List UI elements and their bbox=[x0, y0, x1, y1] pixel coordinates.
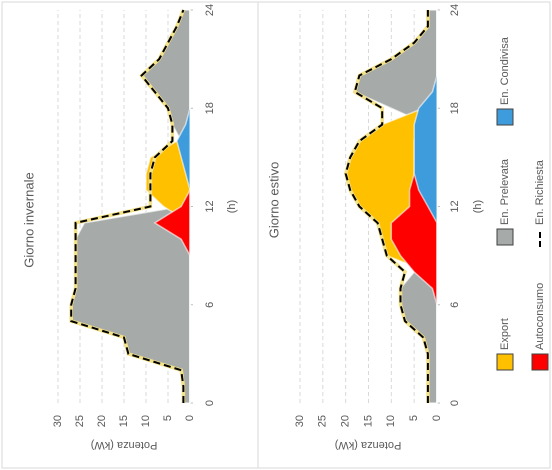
y-tick-label: 0 bbox=[184, 415, 196, 421]
demand-line-dash bbox=[70, 9, 185, 403]
x-tick-label: 0 bbox=[204, 400, 216, 406]
y-tick-label: 10 bbox=[140, 415, 152, 427]
x-tick-label: 6 bbox=[204, 302, 216, 308]
y-tick-label: 0 bbox=[431, 415, 443, 421]
legend-label: Export bbox=[499, 318, 511, 350]
y-tick-label: 20 bbox=[96, 415, 108, 427]
x-tick-label: 24 bbox=[204, 4, 216, 16]
x-tick-label: 18 bbox=[449, 102, 461, 114]
y-tick-label: 30 bbox=[294, 415, 306, 427]
x-tick-label: 24 bbox=[449, 4, 461, 16]
legend-label: En. Prelevata bbox=[499, 158, 511, 225]
legend-label: Autoconsumo bbox=[534, 283, 546, 350]
legend-label: En. Condivisa bbox=[499, 36, 511, 105]
legend-label: En. Richiesta bbox=[534, 159, 546, 225]
y-tick-label: 10 bbox=[385, 415, 397, 427]
chart-title: Giorno estivo bbox=[266, 162, 281, 239]
y-axis-title: Potenza (kW) bbox=[335, 439, 402, 451]
y-tick-label: 25 bbox=[74, 415, 86, 427]
x-axis-title: (h) bbox=[226, 200, 238, 213]
x-tick-label: 6 bbox=[449, 302, 461, 308]
legend-swatch bbox=[496, 108, 514, 126]
x-tick-label: 12 bbox=[204, 200, 216, 212]
legend-swatch bbox=[531, 353, 549, 371]
x-tick-label: 0 bbox=[449, 400, 461, 406]
y-tick-label: 15 bbox=[362, 415, 374, 427]
y-tick-label: 30 bbox=[52, 415, 64, 427]
y-tick-label: 25 bbox=[317, 415, 329, 427]
y-tick-label: 20 bbox=[340, 415, 352, 427]
area bbox=[413, 10, 438, 403]
x-axis-title: (h) bbox=[472, 200, 484, 213]
chart-title: Giorno invernale bbox=[21, 172, 36, 267]
demand-line-dash bbox=[344, 10, 429, 403]
area bbox=[175, 10, 191, 403]
y-axis-title: Potenza (kW) bbox=[91, 439, 158, 451]
legend-swatch bbox=[496, 228, 514, 246]
y-tick-label: 5 bbox=[162, 415, 174, 421]
y-tick-label: 15 bbox=[118, 415, 130, 427]
y-tick-label: 5 bbox=[408, 415, 420, 421]
x-tick-label: 18 bbox=[204, 102, 216, 114]
x-tick-label: 12 bbox=[449, 200, 461, 212]
legend-swatch bbox=[496, 353, 514, 371]
